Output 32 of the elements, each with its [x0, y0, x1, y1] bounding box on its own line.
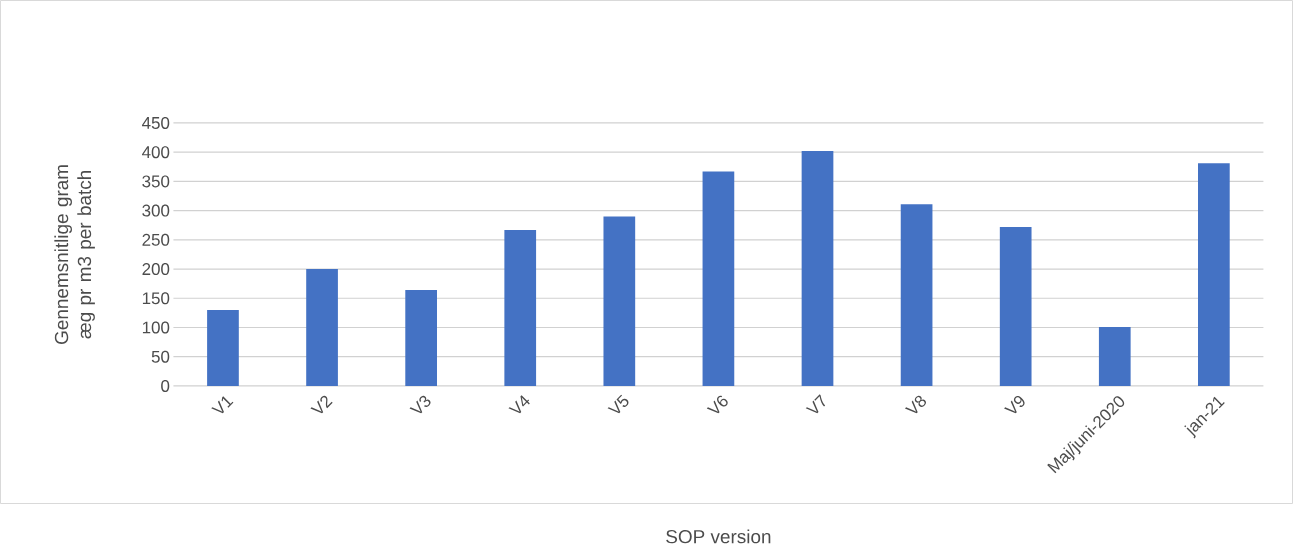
bar: [306, 269, 338, 387]
y-axis-title: Gennemsnitlige gram æg pr m3 per batch: [54, 165, 95, 345]
y-tick-label: 150: [142, 292, 170, 305]
x-tick-label: V4: [508, 395, 530, 414]
y-tick-label: 50: [151, 350, 170, 363]
bar: [702, 171, 735, 387]
y-tick-label: 350: [142, 175, 170, 188]
bar: [1098, 327, 1131, 387]
bar: [801, 151, 834, 387]
bar: [1198, 163, 1230, 387]
x-tick-label: V9: [1004, 396, 1025, 414]
x-tick-label: V1: [211, 396, 234, 414]
x-tick-label: V2: [310, 395, 333, 414]
bar: [207, 310, 239, 387]
bar: [603, 216, 636, 387]
x-tick-label: V8: [904, 395, 927, 414]
bar: [999, 227, 1032, 387]
y-tick-label: 250: [142, 233, 170, 246]
y-tick-label: 200: [142, 263, 170, 276]
bar: [504, 230, 537, 387]
x-axis-title: SOP version: [666, 529, 771, 544]
x-tick-label: V5: [607, 394, 629, 414]
bar: [900, 204, 933, 387]
y-tick-label: 400: [142, 146, 170, 159]
x-tick-label: V3: [409, 395, 431, 414]
bar: [405, 290, 437, 387]
y-tick-label: 100: [142, 321, 170, 334]
y-tick-label: 450: [142, 117, 170, 130]
y-tick-label: 300: [142, 204, 170, 217]
x-tick-label: V6: [706, 395, 728, 414]
x-tick-label: V7: [805, 394, 826, 414]
y-tick-label: 0: [161, 380, 170, 393]
